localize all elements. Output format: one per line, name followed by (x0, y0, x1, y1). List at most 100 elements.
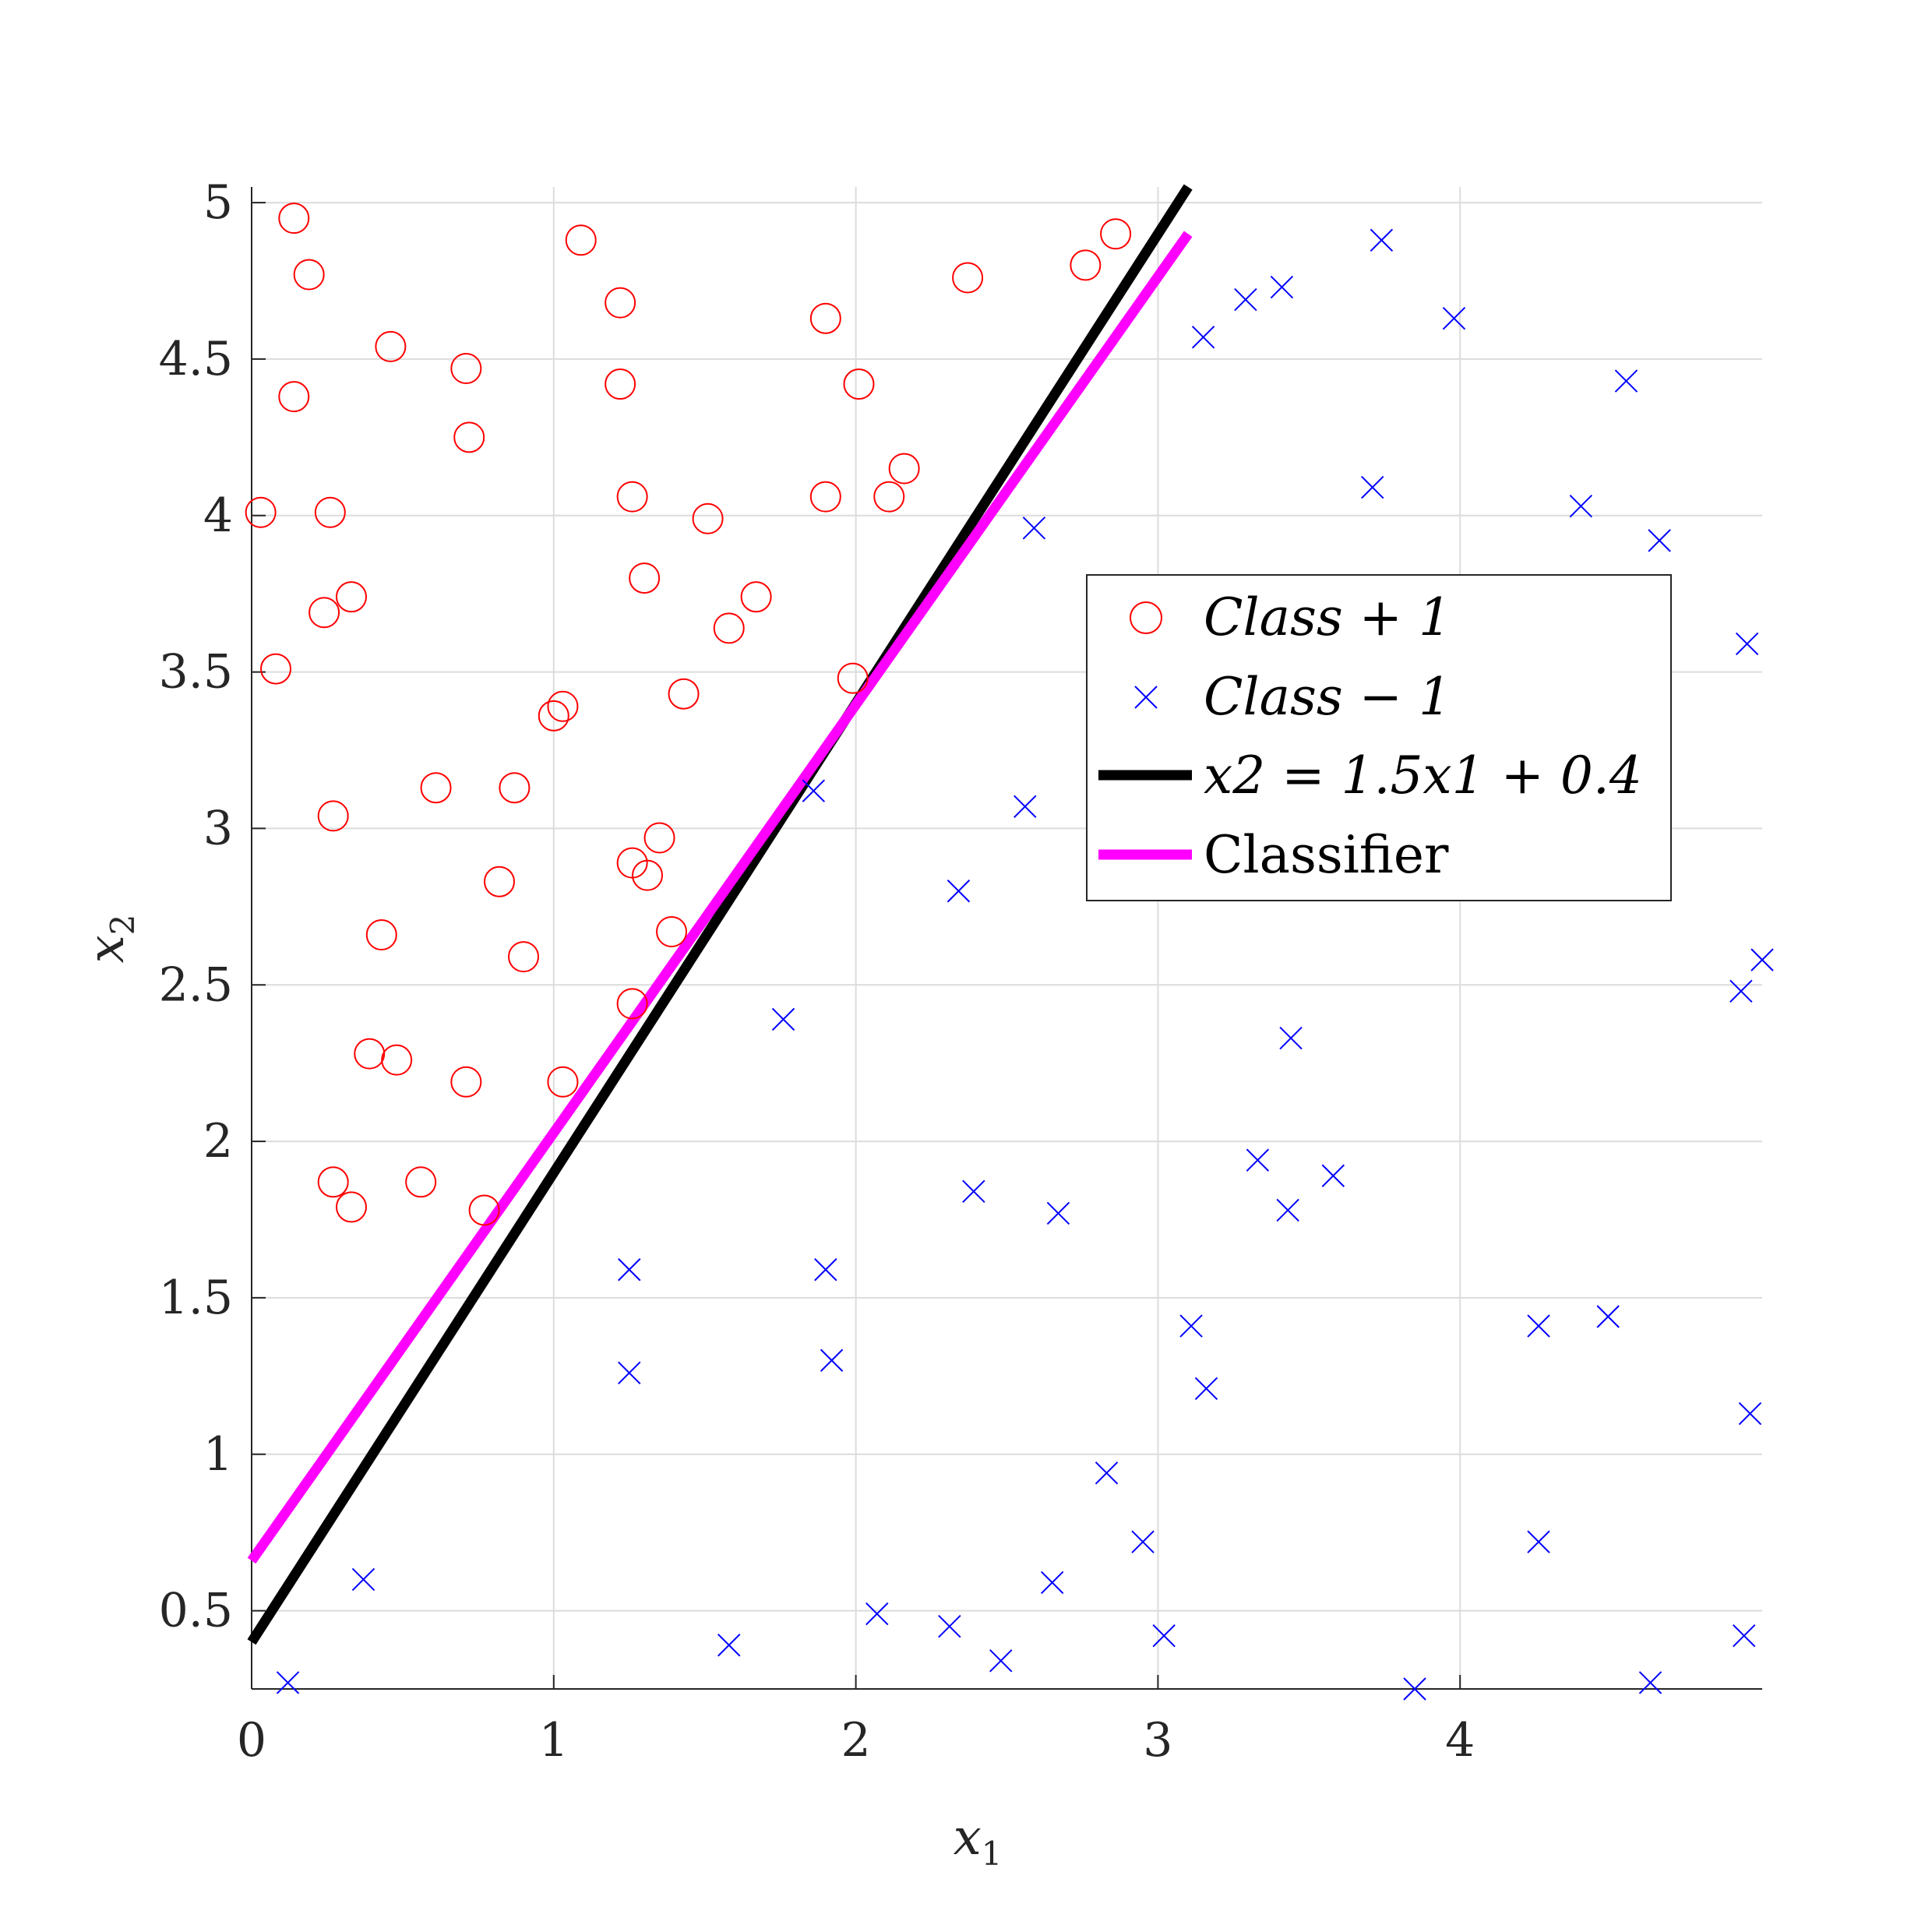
y-tick-label: 0.5 (159, 1584, 233, 1638)
data-series (245, 184, 1774, 1701)
class-neg-point (1321, 1164, 1345, 1187)
class-neg-point (802, 779, 826, 802)
class-pos-point (547, 1066, 579, 1098)
class-neg-point (1527, 1530, 1550, 1553)
class-pos-point (643, 822, 675, 854)
class-pos-point (335, 581, 367, 613)
class-neg-point (276, 1671, 300, 1694)
class-pos-point (692, 502, 724, 534)
class-neg-point (1729, 979, 1753, 1003)
class-pos-point (308, 597, 340, 629)
legend-marker-class-pos (1130, 601, 1162, 634)
tick-labels: 0 1 2 3 4 0.5 1 1.5 2 2.5 3 3.5 4 4.5 5 (159, 175, 1475, 1768)
class-neg-point (1046, 1201, 1070, 1225)
class-neg-point (1131, 1530, 1155, 1553)
class-pos-point (843, 368, 875, 400)
class-pos-point (375, 330, 407, 362)
class-neg-point (618, 1258, 641, 1282)
class-neg-point (1040, 1571, 1064, 1595)
class-neg-point (814, 1258, 837, 1282)
class-pos-point (453, 421, 485, 453)
classifier-line (247, 231, 1193, 1564)
x-axis-label-sub: 1 (982, 1835, 1003, 1873)
class-neg-point (1733, 1624, 1756, 1648)
y-tick-label: 1 (203, 1427, 233, 1482)
class-pos-point (952, 262, 984, 294)
class-neg-point (1152, 1624, 1176, 1648)
true-boundary-line (247, 184, 1193, 1645)
class-pos-point (888, 453, 920, 485)
class-pos-point (605, 368, 636, 400)
class-pos-point (293, 259, 325, 291)
y-axis-label-main: x (78, 935, 136, 963)
x-tick-label: 3 (1143, 1713, 1172, 1768)
class-pos-point (317, 1166, 349, 1198)
class-neg-point (1179, 1314, 1203, 1338)
class-pos-point (547, 690, 579, 722)
class-neg-point (717, 1634, 741, 1657)
y-axis-label: x2 (78, 915, 142, 964)
class-pos-point (317, 800, 349, 832)
class-neg-point (1270, 275, 1294, 299)
axes (251, 187, 1762, 1690)
class-neg-point (1361, 475, 1384, 499)
class-neg-point (989, 1649, 1013, 1673)
class-pos-point (656, 915, 688, 947)
class-neg-point (1279, 1026, 1303, 1050)
grid (251, 187, 1762, 1689)
legend-box (1086, 574, 1672, 901)
class-pos-point (837, 662, 869, 694)
class-pos-point (499, 772, 531, 804)
class-pos-point (605, 287, 636, 319)
class-neg-point (351, 1567, 375, 1592)
class-pos-point (740, 581, 772, 613)
class-pos-point (713, 612, 745, 644)
class-pos-point (335, 1191, 367, 1223)
y-tick-label: 1.5 (159, 1271, 233, 1325)
class-neg-point (1234, 287, 1257, 312)
y-tick-label: 3.5 (159, 645, 233, 700)
class-pos-point (381, 1044, 413, 1076)
class-neg-point (1370, 228, 1394, 252)
x-tick-label: 1 (539, 1713, 569, 1768)
y-tick-label: 4.5 (159, 332, 233, 386)
class-pos-point (616, 481, 648, 513)
class-neg-point (1014, 795, 1037, 819)
y-tick-label: 2.5 (159, 957, 233, 1012)
class-neg-point (1735, 632, 1759, 656)
class-neg-point (1527, 1314, 1550, 1338)
class-neg-point (1614, 369, 1638, 393)
class-neg-point (938, 1614, 961, 1638)
y-axis-label-sub: 2 (104, 915, 142, 936)
class-neg-point (1276, 1198, 1299, 1222)
class-pos-point (245, 496, 277, 528)
class-neg-point (1194, 1377, 1218, 1401)
class-pos-point (365, 918, 397, 950)
class-neg-point (1648, 529, 1671, 552)
class-neg-point (1095, 1461, 1119, 1485)
class-pos-point (483, 866, 515, 897)
class-pos-point (809, 302, 841, 334)
class-neg-point (1022, 516, 1046, 540)
legend-label-class-neg: Class − 1 (1204, 667, 1451, 727)
class-neg-point (1191, 326, 1215, 349)
class-neg-point (1246, 1148, 1270, 1172)
class-pos-point (616, 988, 648, 1020)
class-neg-point (947, 880, 971, 903)
class-pos-point (450, 352, 482, 384)
class-pos-point (809, 481, 841, 513)
class-pos-point (632, 859, 664, 891)
class-pos-point (508, 941, 540, 973)
class-pos-point (420, 772, 452, 804)
class-pos-point (260, 653, 292, 685)
class-pos-point (450, 1066, 482, 1098)
class-pos-point (314, 496, 346, 528)
class-neg-point (1596, 1305, 1620, 1328)
class-pos-point (278, 203, 310, 234)
class-pos-point (405, 1166, 437, 1198)
class-pos-point (354, 1038, 386, 1070)
x-axis-label-main: x (954, 1809, 982, 1867)
legend-label-classifier: Classifier (1204, 825, 1449, 885)
class-pos-point (629, 562, 661, 594)
